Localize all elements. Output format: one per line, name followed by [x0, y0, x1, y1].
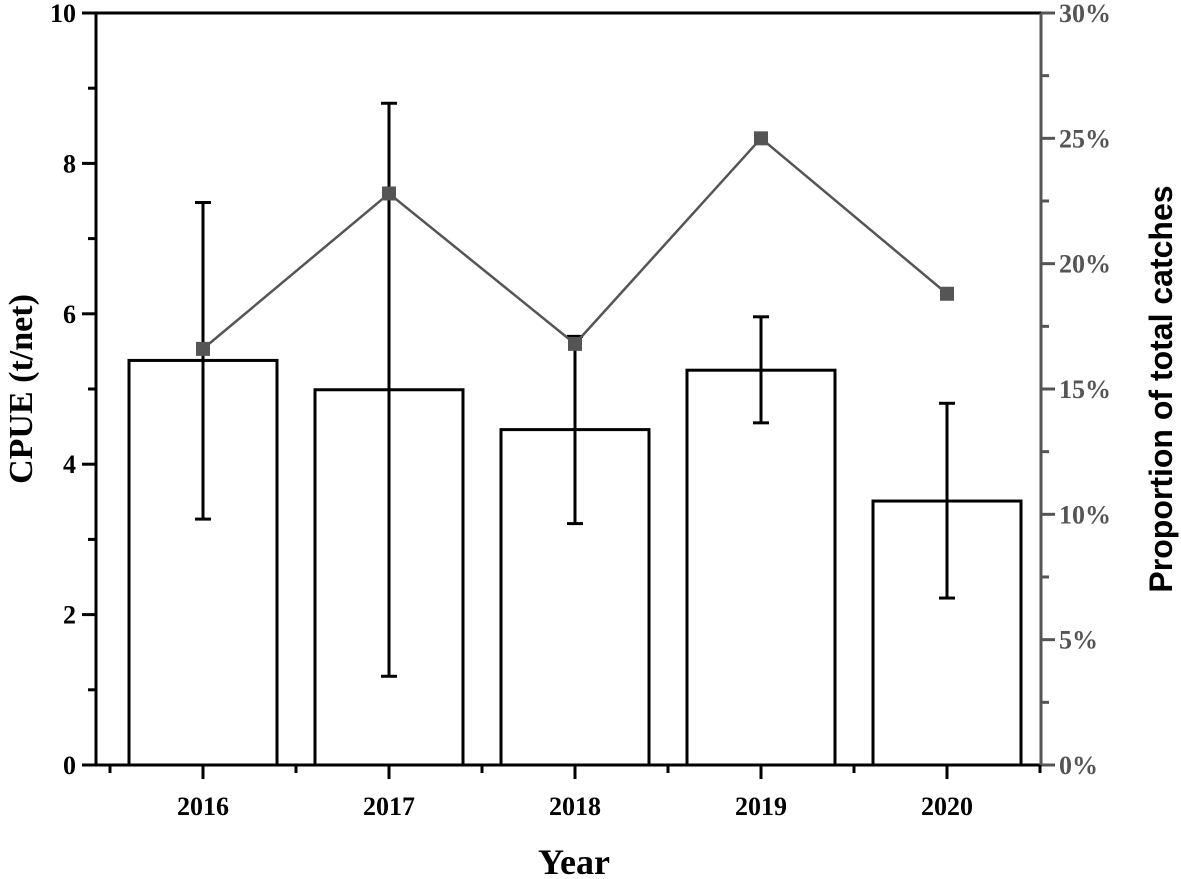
- proportion-line-group: [196, 131, 954, 356]
- y-axis-label: CPUE (t/net): [3, 294, 40, 484]
- ticks-group: 0 2 4 6 8 10 0% 5% 10% 15% 20% 25% 30% 2016 2017 2018 20…: [50, 0, 1111, 821]
- right-tick-label: 30%: [1059, 0, 1111, 28]
- right-tick-label: 15%: [1059, 375, 1111, 404]
- x-tick-label: 2019: [735, 792, 787, 821]
- right-tick-label: 25%: [1059, 124, 1111, 153]
- y2-axis-label: Proportion of total catches: [1143, 185, 1179, 592]
- right-tick-label: 10%: [1059, 500, 1111, 529]
- left-tick-label: 2: [63, 601, 76, 630]
- left-tick-label: 10: [50, 0, 76, 28]
- x-axis-label: Year: [538, 842, 610, 879]
- x-tick-label: 2017: [363, 792, 415, 821]
- x-tick-label: 2020: [921, 792, 973, 821]
- left-tick-label: 8: [63, 149, 76, 178]
- x-tick-label: 2016: [177, 792, 229, 821]
- left-tick-label: 6: [63, 300, 76, 329]
- right-tick-label: 20%: [1059, 250, 1111, 279]
- bar-2019: [685, 368, 837, 767]
- right-tick-label: 0%: [1059, 751, 1098, 780]
- proportion-point-2016: [196, 341, 210, 356]
- proportion-point-2017: [382, 186, 396, 201]
- left-tick-label: 4: [63, 450, 76, 479]
- proportion-point-2020: [940, 286, 954, 301]
- x-tick-label: 2018: [549, 792, 601, 821]
- proportion-point-2019: [754, 131, 768, 146]
- proportion-point-2018: [568, 336, 582, 351]
- left-tick-label: 0: [63, 751, 76, 780]
- right-tick-label: 5%: [1059, 626, 1098, 655]
- proportion-line: [202, 136, 948, 350]
